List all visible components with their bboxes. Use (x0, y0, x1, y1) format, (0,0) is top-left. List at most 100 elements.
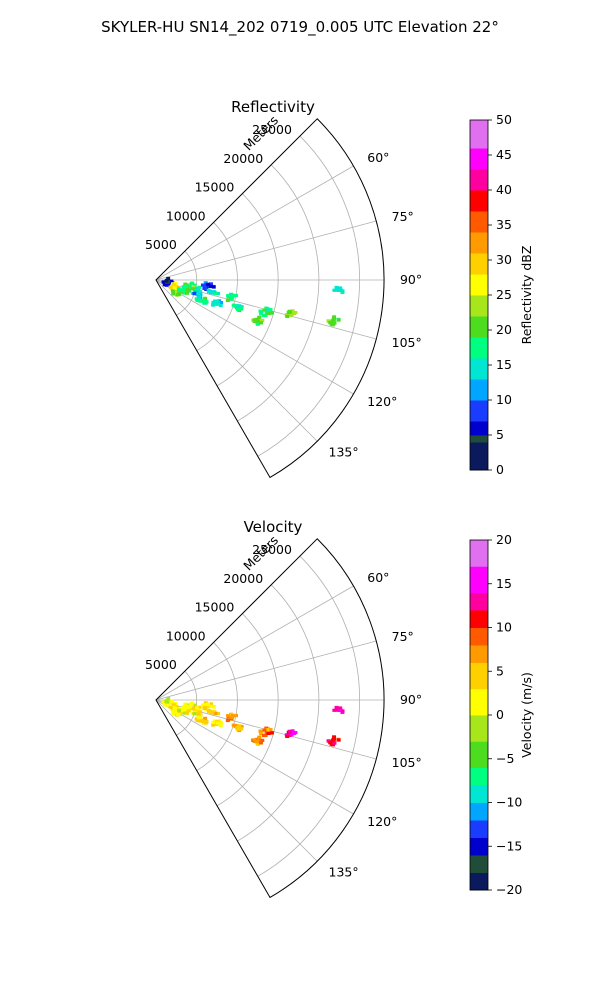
angle-tick-label: 120° (367, 394, 397, 409)
colorbar-band (470, 662, 488, 690)
echo-cell (194, 716, 209, 725)
radial-tick-label: 15000 (195, 180, 235, 195)
angle-tick-label: 105° (392, 755, 422, 770)
echo-cell (225, 292, 239, 303)
colorbar-tick-label: 20 (496, 322, 512, 337)
colorbar-band (470, 802, 488, 821)
colorbar-band (470, 442, 488, 471)
colorbar-band (470, 295, 488, 317)
radial-tick-label: 5000 (145, 237, 177, 252)
panel-title: Reflectivity (231, 98, 315, 116)
colorbar-band (470, 566, 488, 593)
colorbar-tick-label: −15 (496, 838, 522, 853)
echo-cell (183, 281, 197, 291)
colorbar-band (470, 337, 488, 359)
echo-cell (206, 708, 221, 716)
velocity-panel: Velocity 60° 75° 90° 105° 120° 135° 5000 10000 15… (145, 518, 534, 899)
colorbar-tick-label: 30 (496, 252, 512, 267)
angle-tick-label: 135° (329, 445, 359, 460)
colorbar-band (470, 211, 488, 233)
echo-cell (231, 723, 244, 733)
angle-gridline (155, 279, 318, 442)
colorbar-band (470, 316, 488, 338)
colorbar-tick-label: 5 (496, 427, 504, 442)
echo-cell (284, 309, 298, 318)
angle-tick-label: 135° (329, 865, 359, 880)
colorbar-band (470, 190, 488, 212)
angle-tick-label: 60° (367, 150, 389, 165)
colorbar-tick-label: 15 (496, 357, 512, 372)
echo-cell (183, 701, 197, 711)
colorbar-band (470, 169, 488, 191)
range-ring (216, 193, 279, 387)
range-ring (257, 555, 360, 877)
colorbar-tick-label: 40 (496, 182, 512, 197)
colorbar-band (470, 767, 488, 786)
echo-cell (231, 303, 244, 313)
colorbar-band (470, 610, 488, 628)
angle-tick-label: 120° (367, 814, 397, 829)
colorbar-tick-label: 15 (496, 576, 512, 591)
sector-frame (155, 538, 385, 899)
range-ring (216, 613, 279, 807)
echo-cell (326, 735, 341, 747)
colorbar-tick-label: 0 (496, 462, 504, 477)
echo-cell (258, 726, 274, 738)
colorbar-band (470, 688, 488, 716)
colorbar-band (470, 120, 488, 149)
echo-cell (161, 696, 175, 707)
echo-cell (200, 281, 216, 291)
colorbar-band (470, 820, 488, 838)
colorbar-band (470, 400, 488, 422)
echo-cell (225, 712, 239, 723)
range-ring (237, 164, 320, 422)
angle-tick-label: 75° (392, 629, 414, 644)
echo-cell (211, 719, 224, 728)
colorbar-label: Reflectivity dBZ (519, 246, 534, 345)
echo-cell (194, 296, 209, 305)
colorbar-label: Velocity (m/s) (519, 672, 534, 758)
angle-gridline (155, 279, 354, 395)
colorbar: −20 −15 −10 −5 0 5 10 15 20 Velocity (m/s) (469, 532, 534, 897)
echo-cell (332, 285, 345, 294)
colorbar-tick-label: 10 (496, 620, 512, 635)
radial-tick-label: 15000 (195, 600, 235, 615)
radial-tick-label: 25000 (252, 542, 292, 557)
angle-gridline (155, 165, 354, 281)
echo-cell (211, 299, 224, 308)
angle-gridline (155, 640, 377, 701)
angle-gridline (155, 585, 354, 701)
range-ring (257, 135, 360, 457)
colorbar-tick-label: −5 (496, 751, 514, 766)
colorbar: 0 5 10 15 20 25 30 35 40 45 50 Reflectivity dBZ (469, 112, 534, 477)
echo-cell (200, 701, 216, 711)
colorbar-tick-label: 10 (496, 392, 512, 407)
sector-frame (155, 118, 385, 479)
angle-tick-label: 75° (392, 209, 414, 224)
range-ring (196, 222, 238, 351)
radial-tick-label: 20000 (223, 151, 263, 166)
echo-cell (326, 315, 341, 327)
panel-title: Velocity (244, 518, 303, 536)
radial-tick-label: 10000 (166, 208, 206, 223)
angle-gridline (155, 699, 318, 862)
angle-tick-label: 90° (400, 692, 422, 707)
colorbar-band (470, 148, 488, 170)
angle-tick-label: 90° (400, 272, 422, 287)
reflectivity-panel: Reflectivity60°75°90°105°120°135°5000100… (145, 98, 534, 479)
echo-cell (251, 315, 265, 326)
angle-tick-label: 60° (367, 570, 389, 585)
colorbar-tick-label: 5 (496, 663, 504, 678)
colorbar-band (470, 837, 488, 856)
colorbar-tick-label: 45 (496, 147, 512, 162)
colorbar-tick-label: −10 (496, 795, 522, 810)
colorbar-tick-label: −20 (496, 882, 522, 897)
colorbar-band (470, 540, 488, 567)
radial-tick-label: 10000 (166, 628, 206, 643)
colorbar-band (470, 627, 488, 646)
figure-suptitle: SKYLER-HU SN14_202 0719_0.005 UTC Elevat… (101, 18, 499, 37)
angle-tick-label: 105° (392, 335, 422, 350)
colorbar-tick-label: 0 (496, 707, 504, 722)
radial-tick-label: 20000 (223, 571, 263, 586)
colorbar-band (470, 715, 488, 742)
